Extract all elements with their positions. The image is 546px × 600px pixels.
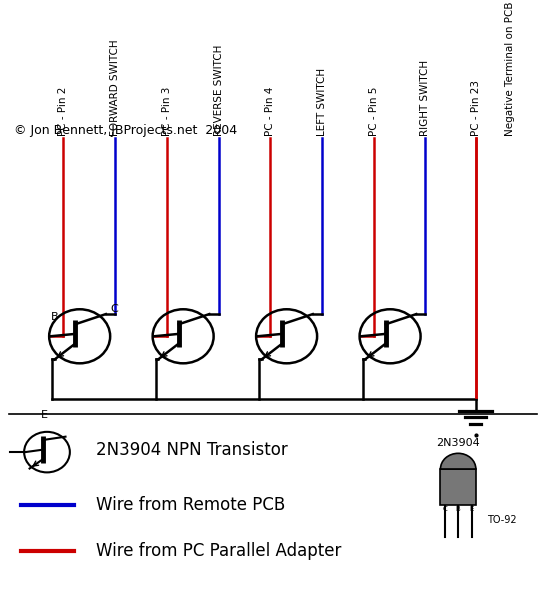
Text: PC - Pin 23: PC - Pin 23 — [471, 80, 480, 136]
Bar — [441, 469, 476, 505]
Text: TO-92: TO-92 — [487, 515, 517, 524]
Text: C: C — [110, 304, 118, 314]
Text: B: B — [456, 506, 460, 512]
Text: 2N3904 NPN Transistor: 2N3904 NPN Transistor — [96, 441, 288, 459]
Text: Wire from PC Parallel Adapter: Wire from PC Parallel Adapter — [96, 542, 341, 560]
Text: E: E — [470, 506, 474, 512]
Text: LEFT SWITCH: LEFT SWITCH — [317, 68, 327, 136]
Wedge shape — [441, 454, 476, 469]
Text: PC - Pin 2: PC - Pin 2 — [58, 86, 68, 136]
Text: Wire from Remote PCB: Wire from Remote PCB — [96, 496, 285, 514]
Text: PC - Pin 4: PC - Pin 4 — [265, 86, 275, 136]
Text: E: E — [41, 410, 48, 421]
Text: RIGHT SWITCH: RIGHT SWITCH — [420, 60, 430, 136]
Text: REVERSE SWITCH: REVERSE SWITCH — [213, 44, 223, 136]
Text: 2N3904: 2N3904 — [436, 437, 480, 448]
Text: © Jon Bennett, JBProjects.net  2004: © Jon Bennett, JBProjects.net 2004 — [14, 124, 238, 137]
Text: Negative Terminal on PCB: Negative Terminal on PCB — [505, 2, 515, 136]
Text: FORWARD SWITCH: FORWARD SWITCH — [110, 40, 120, 136]
Text: C: C — [442, 506, 447, 512]
Text: PC - Pin 5: PC - Pin 5 — [369, 86, 379, 136]
Text: B: B — [51, 312, 59, 322]
Text: PC - Pin 3: PC - Pin 3 — [162, 86, 172, 136]
